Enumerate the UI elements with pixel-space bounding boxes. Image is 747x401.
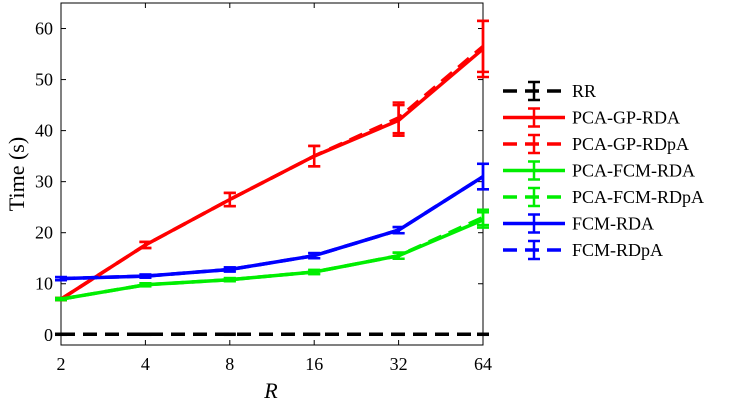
x-tick-label: 2 [57,354,66,374]
error-bar-fcm-rdpa [477,162,489,191]
error-bar-rr [55,332,67,337]
error-bar-pca-gp-rdpa [223,191,236,208]
legend-item-pca-fcm-rdpa: PCA-FCM-RDpA [503,186,704,208]
error-bar-rr [477,332,489,337]
error-bar-pca-fcm-rdpa [392,251,405,260]
legend-item-pca-gp-rdpa: PCA-GP-RDpA [503,133,689,155]
error-bar-pca-fcm-rdpa [223,276,236,283]
error-bar-pca-fcm-rdpa [139,281,152,288]
y-tick-label: 30 [35,172,53,192]
series-layer [55,19,489,337]
y-tick-label: 40 [35,121,53,141]
x-tick-label: 32 [390,354,408,374]
y-tick-label: 60 [35,19,53,39]
x-axis-ticks: 2 4 8 16 32 64 [57,3,492,374]
series-line-fcm-rdpa [60,175,484,281]
error-bar-fcm-rdpa [55,275,67,282]
legend-label: FCM-RDpA [572,240,663,260]
x-tick-label: 4 [141,354,150,374]
legend-label: PCA-FCM-RDpA [572,187,704,207]
error-bar-rr [139,332,152,337]
error-bar-fcm-rdpa [308,251,321,260]
legend: RR PCA-GP-RDA PCA-GP-RDpA PCA-FCM-RDA PCA-FC… [503,80,704,261]
legend-item-pca-fcm-rda: PCA-FCM-RDA [503,160,695,181]
error-bar-pca-gp-rdpa [308,144,321,168]
error-bar-pca-fcm-rdpa [477,208,489,227]
y-tick-label: 0 [44,325,53,345]
legend-label: RR [572,81,596,101]
legend-item-pca-gp-rda: PCA-GP-RDA [503,107,680,128]
error-bar-rr [223,332,236,337]
series-rr [55,332,489,337]
legend-item-fcm-rdpa: FCM-RDpA [503,239,663,261]
error-bar-pca-gp-rdpa [139,240,152,250]
series-line-pca-fcm-rdpa [60,215,484,301]
legend-label: FCM-RDA [572,214,654,234]
plot-frame [60,2,484,346]
y-tick-label: 50 [35,70,53,90]
error-bar-pca-gp-rdpa [477,19,489,74]
y-axis-ticks: 0 10 20 30 40 50 60 [35,19,483,345]
series-fcm-rdpa [55,162,489,282]
error-bar-rr [392,332,405,337]
error-bar-pca-fcm-rdpa [308,268,321,276]
x-axis-label: R [263,378,278,401]
legend-item-fcm-rda: FCM-RDA [503,213,654,234]
x-tick-label: 8 [225,354,234,374]
legend-label: PCA-FCM-RDA [572,161,695,181]
error-bar-pca-fcm-rdpa [55,296,67,302]
x-tick-label: 64 [474,354,492,374]
legend-item-rr: RR [503,80,596,102]
series-pca-fcm-rdpa [55,208,489,302]
error-bar-pca-gp-rdpa [392,101,405,135]
error-bar-rr [308,332,321,337]
error-bar-fcm-rdpa [392,225,405,235]
legend-label: PCA-GP-RDpA [572,134,689,154]
y-axis-label: Time (s) [4,137,29,211]
legend-label: PCA-GP-RDA [572,108,680,128]
x-tick-label: 16 [305,354,323,374]
error-bar-fcm-rdpa [223,266,236,273]
y-tick-label: 20 [35,223,53,243]
error-bar-fcm-rdpa [139,273,152,279]
y-tick-label: 10 [35,274,53,294]
series-line-pca-gp-rdpa [60,45,485,301]
